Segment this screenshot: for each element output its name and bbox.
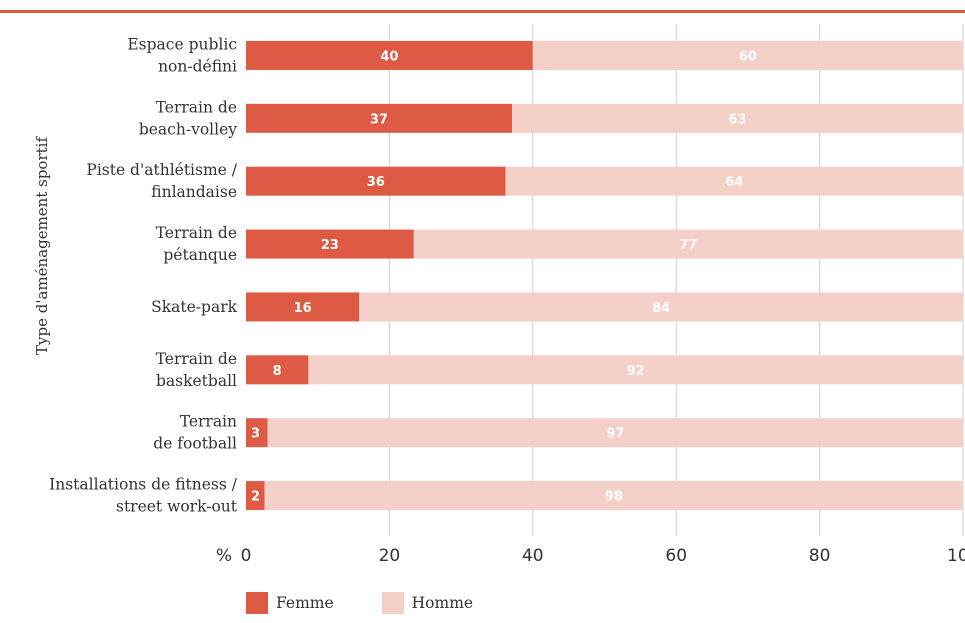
category-label-5-1: basketball	[156, 372, 237, 390]
category-label-5-0: Terrain de	[156, 350, 237, 368]
bar-femme-6	[246, 418, 268, 448]
category-label-7-1: street work-out	[116, 498, 238, 516]
category-label-1-0: Terrain de	[156, 98, 237, 116]
legend-label-homme: Homme	[411, 594, 474, 612]
bar-femme-1	[246, 103, 513, 133]
y-axis-title: Type d'aménagement sportif	[33, 136, 51, 355]
x-axis-unit: %	[216, 546, 232, 566]
bar-homme-1	[512, 103, 963, 133]
x-tick-label-2: 40	[522, 546, 544, 566]
category-label-2-0: Piste d'athlétisme /	[86, 161, 237, 179]
bar-homme-2	[505, 166, 963, 196]
data-label-femme-5: 8	[273, 364, 282, 379]
bar-femme-3	[246, 229, 414, 259]
legend-label-femme: Femme	[276, 594, 334, 612]
data-label-homme-6: 97	[606, 427, 624, 442]
bar-femme-7	[246, 481, 265, 511]
data-label-femme-1: 37	[370, 112, 388, 127]
bar-homme-5	[308, 355, 963, 385]
bar-femme-0	[246, 40, 533, 70]
category-label-3-1: pétanque	[163, 246, 237, 264]
data-label-homme-5: 92	[627, 364, 645, 379]
data-label-femme-7: 2	[251, 490, 260, 505]
data-label-homme-2: 64	[725, 175, 743, 190]
category-label-1-1: beach-volley	[139, 120, 237, 138]
legend-swatch-femme	[246, 592, 268, 614]
data-label-femme-3: 23	[321, 238, 339, 253]
data-label-femme-0: 40	[380, 49, 398, 64]
legend: Femme Homme	[246, 592, 521, 614]
data-label-femme-2: 36	[367, 175, 385, 190]
bar-homme-6	[267, 418, 963, 448]
legend-item-homme: Homme	[381, 592, 474, 614]
bar-femme-5	[246, 355, 309, 385]
data-label-homme-3: 77	[679, 238, 697, 253]
bar-homme-3	[413, 229, 963, 259]
bar-homme-7	[264, 481, 964, 511]
category-label-4-0: Skate-park	[151, 298, 237, 316]
legend-swatch-homme	[381, 592, 404, 614]
bar-homme-0	[532, 40, 963, 70]
x-tick-label-1: 20	[379, 546, 401, 566]
legend-item-femme: Femme	[246, 592, 334, 614]
data-label-femme-6: 3	[251, 427, 260, 442]
data-label-homme-1: 63	[728, 112, 746, 127]
category-label-7-0: Installations de fitness /	[49, 476, 238, 494]
bar-femme-4	[246, 292, 360, 322]
category-label-6-0: Terrain	[180, 413, 237, 431]
x-tick-label-3: 60	[665, 546, 687, 566]
x-tick-label-5: 10	[947, 546, 965, 566]
bar-femme-2	[246, 166, 506, 196]
bar-homme-4	[359, 292, 963, 322]
category-label-0-1: non-défini	[158, 57, 237, 75]
x-tick-label-0: 0	[241, 546, 252, 566]
category-label-2-1: finlandaise	[151, 183, 237, 201]
data-label-homme-0: 60	[739, 49, 757, 64]
data-label-femme-4: 16	[294, 301, 312, 316]
category-label-6-1: de football	[153, 435, 237, 453]
category-label-0-0: Espace public	[127, 35, 237, 53]
x-tick-label-4: 80	[809, 546, 831, 566]
category-label-3-0: Terrain de	[156, 224, 237, 242]
data-label-homme-4: 84	[652, 301, 670, 316]
top-rule	[0, 10, 965, 13]
data-label-homme-7: 98	[605, 490, 623, 505]
